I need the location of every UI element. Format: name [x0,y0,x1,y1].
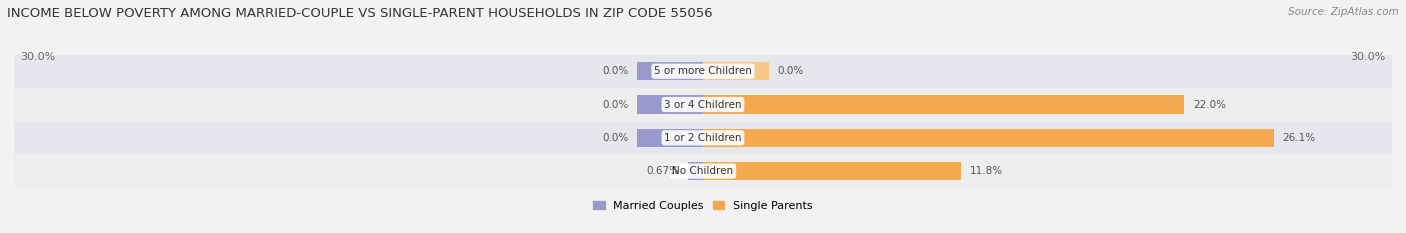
Text: 0.0%: 0.0% [602,66,628,76]
Text: 0.67%: 0.67% [647,166,679,176]
Bar [703,129,1274,147]
Bar [689,162,703,180]
Bar [3,154,1403,188]
Text: Source: ZipAtlas.com: Source: ZipAtlas.com [1288,7,1399,17]
Bar [703,162,962,180]
Text: 30.0%: 30.0% [21,52,56,62]
Text: 5 or more Children: 5 or more Children [654,66,752,76]
Bar [3,88,1403,121]
Text: 0.0%: 0.0% [602,99,628,110]
Text: 0.0%: 0.0% [778,66,804,76]
Bar [3,55,1403,88]
Text: 22.0%: 22.0% [1192,99,1226,110]
Text: INCOME BELOW POVERTY AMONG MARRIED-COUPLE VS SINGLE-PARENT HOUSEHOLDS IN ZIP COD: INCOME BELOW POVERTY AMONG MARRIED-COUPL… [7,7,713,20]
Text: 0.0%: 0.0% [602,133,628,143]
Text: 3 or 4 Children: 3 or 4 Children [664,99,742,110]
Legend: Married Couples, Single Parents: Married Couples, Single Parents [593,201,813,211]
Text: No Children: No Children [672,166,734,176]
Bar [637,62,703,80]
Bar [637,129,703,147]
Bar [637,95,703,114]
Text: 1 or 2 Children: 1 or 2 Children [664,133,742,143]
Text: 26.1%: 26.1% [1282,133,1316,143]
Bar [703,95,1184,114]
Bar [703,62,769,80]
Bar [3,121,1403,154]
Text: 30.0%: 30.0% [1350,52,1385,62]
Text: 11.8%: 11.8% [970,166,1002,176]
